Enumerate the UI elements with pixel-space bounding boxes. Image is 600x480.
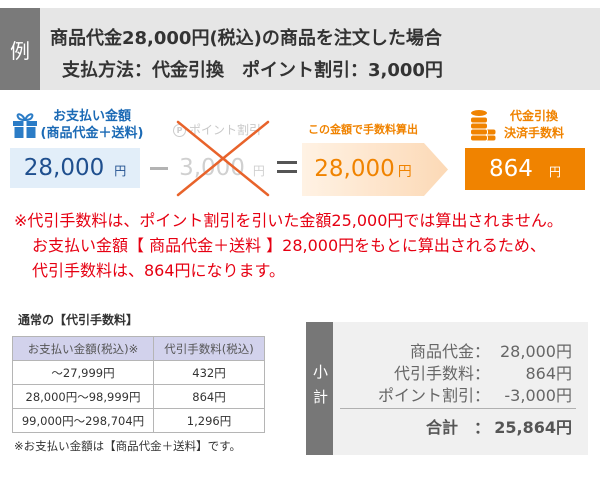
coins-icon [470,109,497,142]
subtotal-row-label: 代引手数料： [393,364,490,383]
fee-base-label: この金額で手数料算出 [308,123,418,136]
table-header-row: お支払い金額(税込)※ 代引手数料(税込) [12,336,265,361]
table-cell: ～27,999円 [12,360,154,385]
fee-table-title: 通常の【代引手数料】 [18,313,139,327]
payment-label-title: お支払い金額 [52,109,131,124]
subtotal-total-row: 合計 ： 25,864円 [340,417,572,439]
note-line: 代引手数料は、864円になります。 [32,261,285,280]
subtotal-row-value: -3,000円 [504,386,572,405]
notes: ※代引手数料は、ポイント割引を引いた金額25,000円では算出されません。 お支… [14,208,594,283]
point-discount-unit: 円 [252,164,265,178]
payment-unit: 円 [114,164,127,178]
fee-base-amount-box: 28,000 円 [302,143,424,196]
example-label: 例 [0,8,40,90]
table-row: ～27,999円 432円 [12,360,265,385]
subtotal-row-value: 864円 [525,364,572,383]
note-line: ※代引手数料は、ポイント割引を引いた金額25,000円では算出されません。 [14,211,563,230]
gift-bow [16,113,34,122]
table-row: 28,000円～98,999円 864円 [12,384,265,409]
point-discount-label: ポイント割引 [189,123,262,137]
subtotal-row-label: 商品代金： [409,342,490,361]
fee-base-amount: 28,000 [314,156,395,182]
cross-line [176,120,270,197]
example-title: 商品代金28,000円(税込)の商品を注文した場合 [50,28,442,49]
example-header [0,8,600,90]
subtotal-row: 商品代金： 28,000円 [340,341,572,363]
arrow-shape [302,143,448,196]
cod-fee-unit: 円 [548,165,561,179]
subtotal-divider [340,408,576,409]
subtotal-row-label: ポイント割引： [377,386,490,405]
subtotal-panel [333,322,588,455]
subtotal-rows: 商品代金： 28,000円 代引手数料： 864円 ポイント割引： -3,000… [340,341,572,407]
column-header-amount: お支払い金額(税込)※ [12,336,154,361]
cod-fee-label-line1: 代金引換 [509,109,558,123]
coin-stack [470,109,497,142]
table-cell: 28,000円～98,999円 [12,384,154,409]
equals-icon [277,161,297,174]
total-label: 合計 ： [425,418,490,437]
subtotal-row: 代引手数料： 864円 [340,363,572,385]
fee-base-unit: 円 [397,163,412,180]
equals-bar-bottom [277,170,297,173]
table-cell: 1,296円 [153,408,265,433]
equals-bar-top [277,161,297,164]
total-value: 25,864円 [494,418,572,437]
example-conditions: 支払方法：代金引換 ポイント割引：3,000円 [62,60,443,81]
fee-table: お支払い金額(税込)※ 代引手数料(税込) ～27,999円 432円 28,0… [12,336,265,433]
minus-icon [150,167,168,170]
table-row: 99,000円～298,704円 1,296円 [12,408,265,433]
cod-fee-amount: 864 [489,155,533,182]
subtotal-label-text: 小計 [311,363,329,414]
cod-fee-label-line2: 決済手数料 [503,126,564,140]
gift-icon [13,113,37,138]
table-cell: 99,000円～298,704円 [12,408,154,433]
point-icon-letter: P [176,125,183,135]
note-line: お支払い金額【 商品代金＋送料 】28,000円をもとに算出されるため、 [32,236,546,255]
column-header-fee: 代引手数料(税込) [153,336,265,361]
cod-fee-amount-box: 864 円 [465,148,585,190]
subtotal-row-value: 28,000円 [500,342,572,361]
cross-out-mark [176,120,270,197]
payment-label-note: (商品代金＋送料) [40,126,144,141]
cod-fee-label: 代金引換 決済手数料 [497,108,571,142]
subtotal-label: 小計 [306,322,333,455]
table-cell: 432円 [153,360,265,385]
arrow-body [302,143,448,196]
table-cell: 864円 [153,384,265,409]
payment-label: お支払い金額 (商品代金＋送料) [36,108,148,142]
payment-amount: 28,000 [23,154,105,181]
subtotal-row: ポイント割引： -3,000円 [340,385,572,407]
payment-amount-box: 28,000 円 [10,148,140,188]
gift-box [13,121,37,138]
fee-table-footnote: ※お支払い金額は【商品代金＋送料】です。 [14,439,241,453]
